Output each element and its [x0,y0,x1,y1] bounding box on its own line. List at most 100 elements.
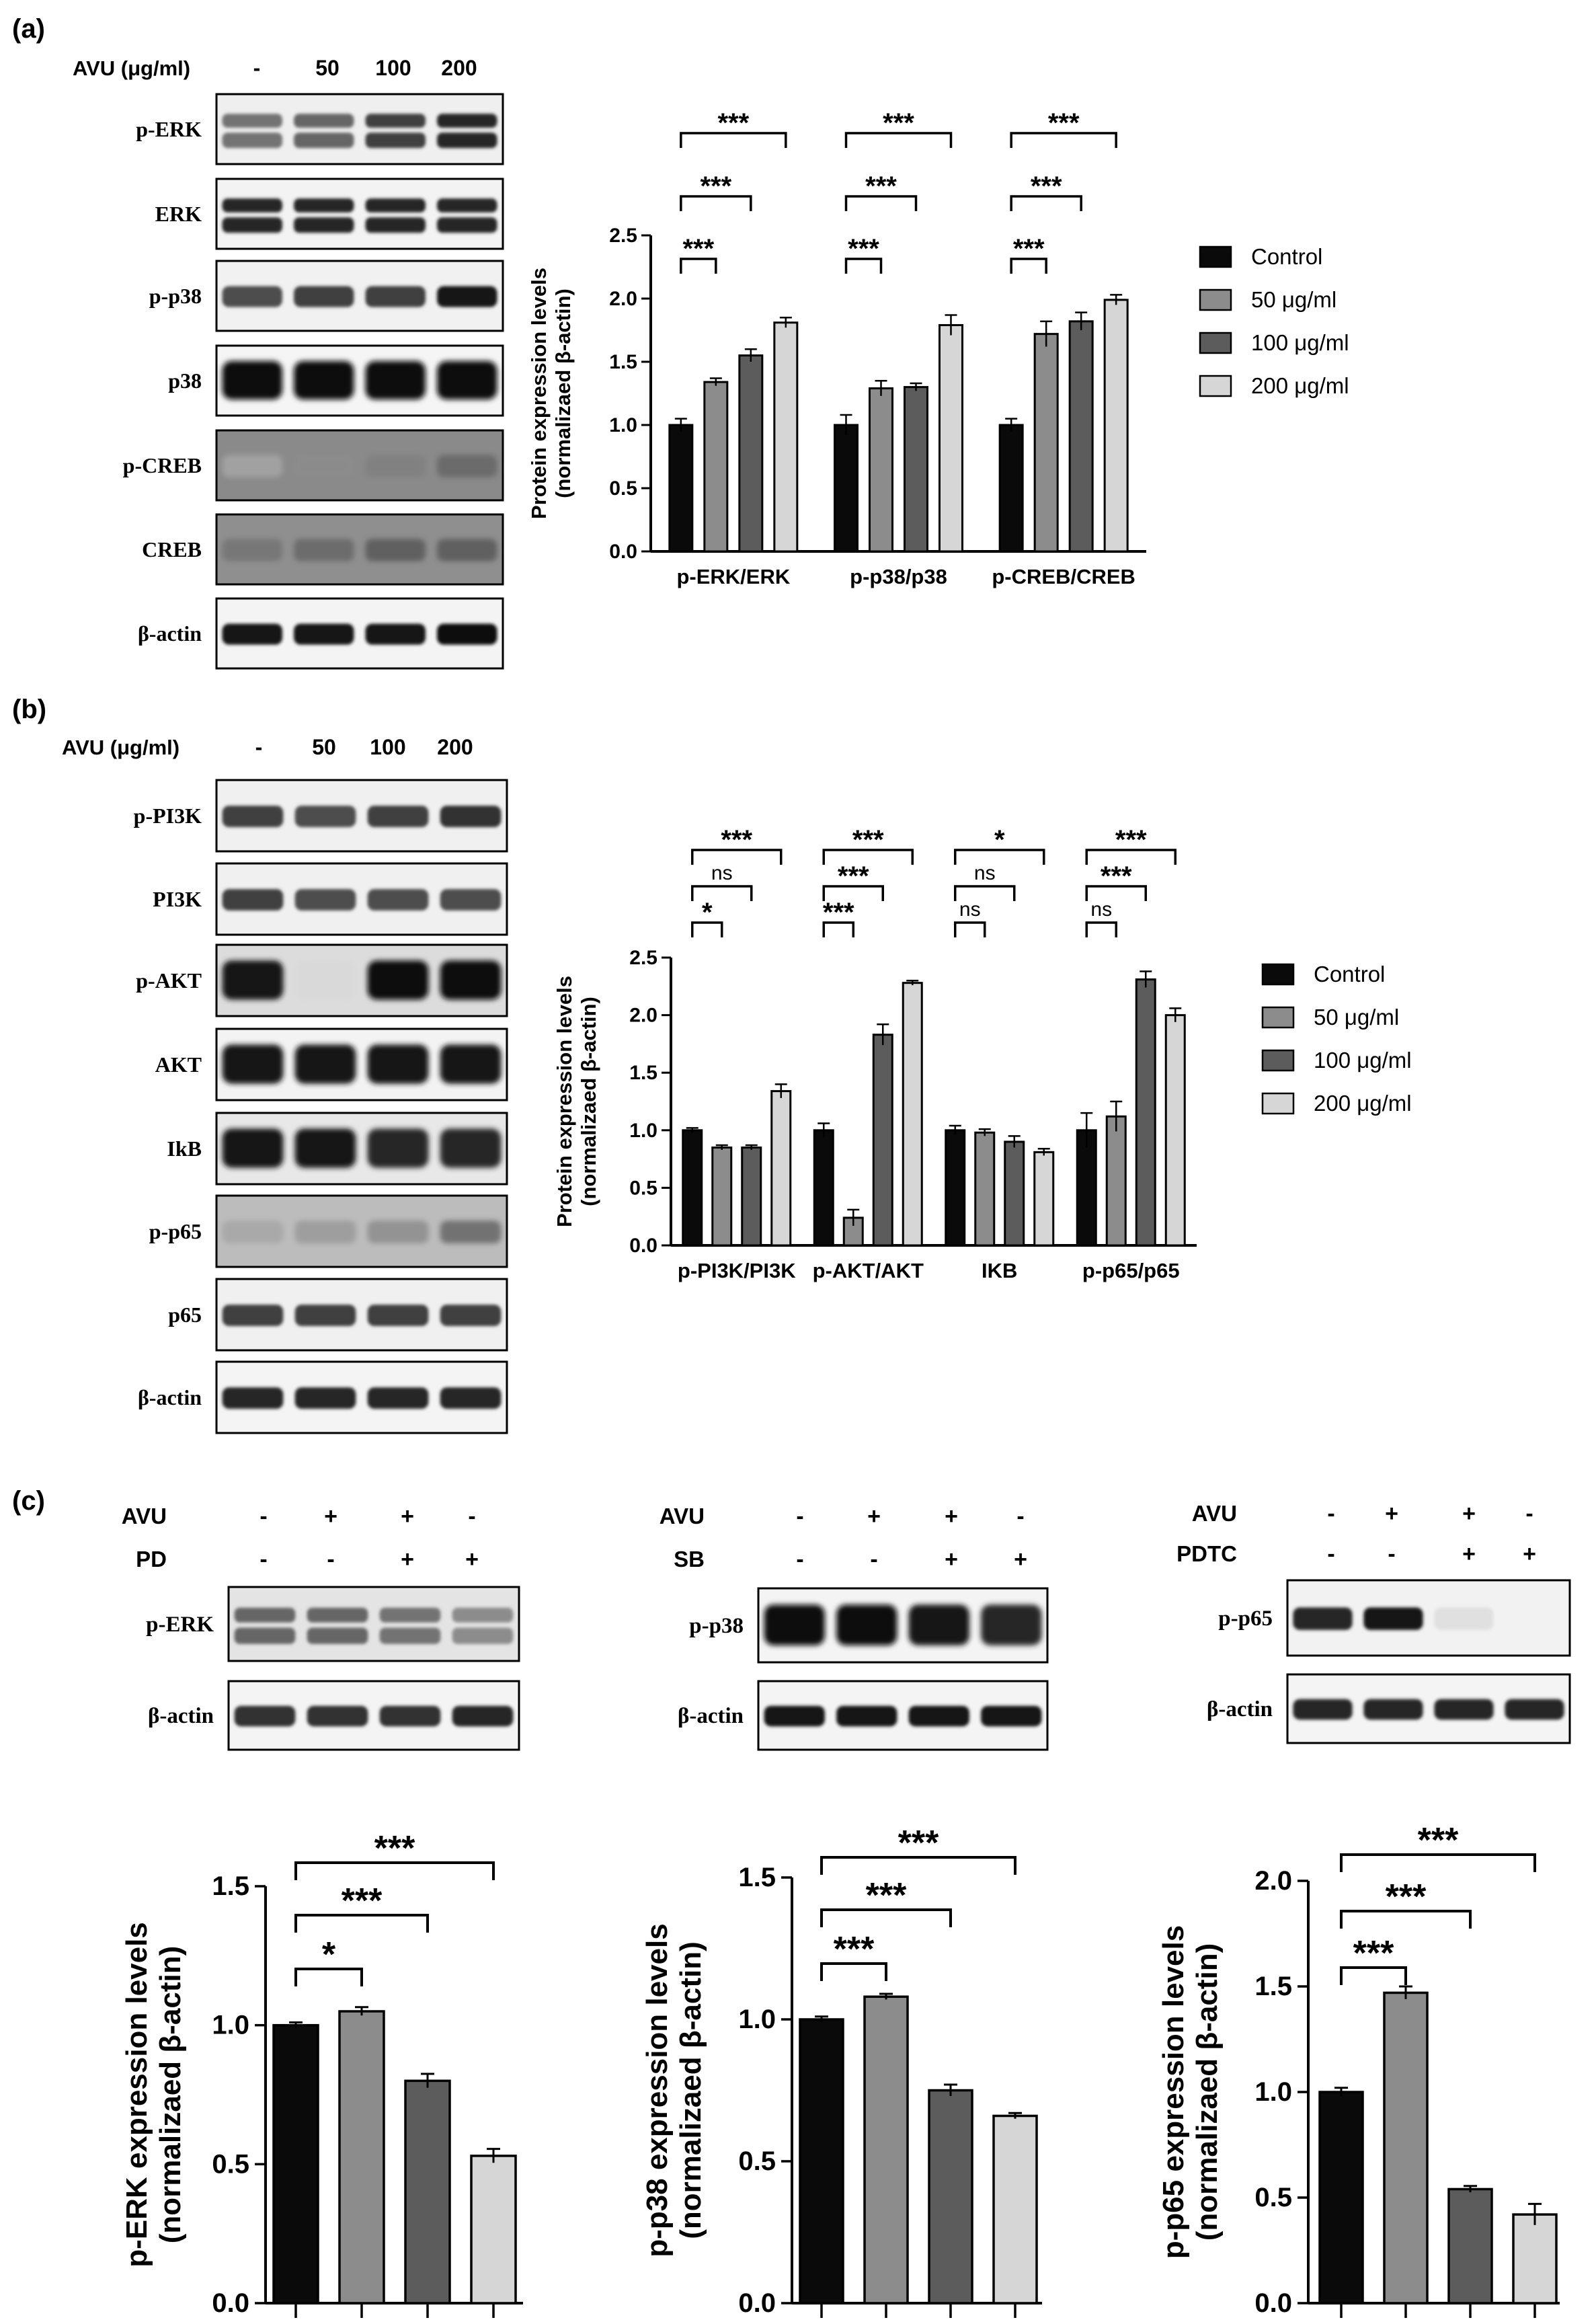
x-tick-label: p-p65/p65 [1082,1259,1180,1282]
significance-bracket [954,921,986,937]
y-tick-label: 2.0 [1254,1866,1292,1896]
lane-label: 100 [375,56,411,80]
blot-band [294,623,354,645]
significance-bracket [820,1908,952,1927]
significance-label: *** [1031,171,1062,201]
significance-bracket [1085,885,1147,901]
blot-erk: ERK [155,178,504,250]
significance-label: *** [1353,1934,1394,1973]
blot-band [365,132,426,149]
y-axis-title-line1: Protein expression levels [527,268,551,519]
bar [813,1129,834,1247]
blot-band [908,1604,969,1645]
y-tick-label: 1.5 [1254,1972,1292,2001]
panel-c: (c) AVU PD - + + - - - + + p-ERK β-actin AVU SB - + + - - - +… [12,1486,1571,2318]
inhibitor-group-2: AVU SB - + + - - - + + p-p38 β-actin [660,1504,1049,1751]
significance-label: * [322,1935,336,1974]
blot-band [379,1705,441,1727]
panel-b: (b) AVU (μg/ml) - 50 100 200 p-PI3K PI3K p-AKT AK… [12,695,1412,1434]
significance-label: *** [1013,234,1045,264]
bar [799,2018,844,2304]
blot-band [440,806,502,827]
legend-swatch [1199,245,1232,268]
bar [928,2089,973,2304]
significance-label: *** [866,1876,907,1915]
blot-band [222,960,284,1000]
bar [1033,1151,1055,1247]
significance-bracket [1085,921,1117,937]
y-axis-title-line2: (normalizaed β-actin) [154,1946,187,2243]
x-tick-label: p-AKT/AKT [813,1259,924,1282]
significance-label: *** [1418,1821,1459,1860]
significance-label: *** [834,1930,875,1969]
significance-bracket [1085,849,1176,865]
blot-band [764,1705,825,1727]
significance-bracket [954,849,1045,865]
bar [682,1129,703,1247]
blot-p-akt: p-AKT [136,943,508,1017]
bar [998,424,1024,553]
blot-band [294,360,354,400]
blot-band [365,455,426,477]
treatment-sign: + [401,1504,414,1529]
blot-band [1293,1607,1353,1630]
blot-band [222,806,284,827]
blot-band [437,455,497,477]
blot-frame [215,93,504,165]
blot-label: p-p38 [689,1614,744,1638]
lane-label: - [253,56,261,80]
bar [1033,333,1059,553]
significance-bracket [954,885,1016,901]
blot-label: p-p65 [149,1219,202,1243]
treatment-row-label: AVU [1192,1501,1237,1526]
blot-band [440,1221,502,1244]
significance-label: *** [717,108,749,138]
bar [992,2114,1038,2304]
bar-chart: 0.0 0.5 1.0 1.5 p-p38 expression levels (norm… [641,1824,1042,2318]
significance-bracket [1340,1910,1472,1929]
bar [1105,1115,1127,1247]
significance-bracket [822,849,914,865]
bar [668,424,694,553]
blot-band [234,1705,296,1727]
blot-band [379,1627,441,1644]
lane-label: - [255,735,263,759]
treatment-sign: + [1462,1501,1476,1526]
bar-chart: 0.0 0.5 1.0 1.5 2.0 2.5 Protein expression lev… [527,108,1146,588]
significance-label: *** [883,108,914,138]
blot-band [440,1044,502,1084]
blot-label: β-actin [1207,1697,1273,1721]
blot-band [452,1627,514,1644]
legend-swatch [1261,1049,1295,1072]
blot-ikb: IkB [167,1112,508,1186]
significance-label: *** [1048,108,1080,138]
panel-label: (c) [12,1486,45,1516]
x-tick-label: IKB [982,1259,1017,1282]
y-axis-title-line2: (normalizaed β-actin) [551,288,575,498]
bar [703,381,729,553]
significance-bracket [691,849,783,865]
y-tick-label: 0.5 [212,2149,249,2179]
bar [1318,2091,1364,2304]
significance-bracket [820,1856,1016,1875]
treatment-sign: + [465,1547,479,1572]
y-tick-label: 0.5 [738,2146,776,2176]
blot-band [981,1604,1042,1645]
y-tick-label: 0.0 [1254,2288,1292,2318]
bar [711,1146,733,1247]
blot-label: p65 [168,1303,202,1327]
blot-band [365,623,426,645]
panel-label: (b) [12,695,46,724]
significance-bracket [844,195,918,211]
treatment-sign: - [1388,1541,1395,1567]
bar [404,2079,451,2304]
blot-label: p-ERK [136,117,202,141]
y-tick-label: 1.0 [212,2011,249,2040]
significance-bracket [822,921,854,937]
blot-band [836,1604,897,1645]
y-tick-label: 2.0 [609,288,637,310]
y-tick-label: 1.0 [738,2005,776,2034]
significance-bracket [1340,1966,1407,1985]
blot-band [294,286,354,307]
